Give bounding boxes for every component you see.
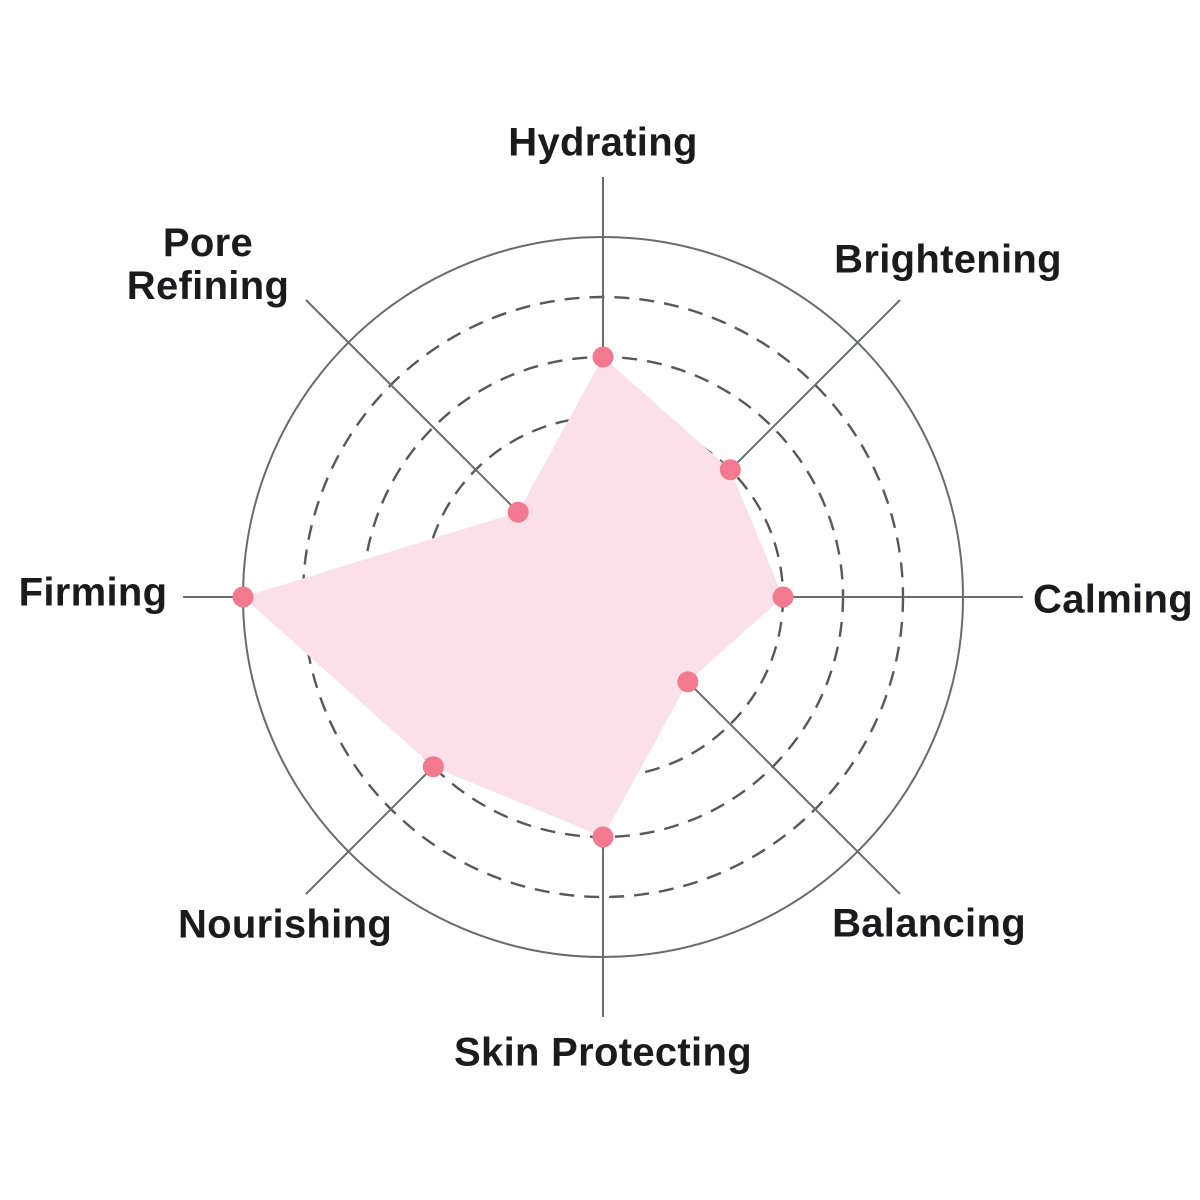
data-point-nourishing [422,756,444,778]
data-point-firming [232,586,254,608]
data-point-brightening [719,459,741,481]
axis-label-balancing: Balancing [832,901,1026,946]
data-point-calming [772,586,794,608]
data-point-hydrating [592,346,614,368]
axis-label-brightening: Brightening [834,237,1062,282]
axis-label-pore-refining: Pore Refining [126,220,290,308]
axis-label-calming: Calming [1033,577,1193,622]
data-polygon [243,357,783,837]
data-point-skin-protecting [592,826,614,848]
data-point-pore-refining [507,501,529,523]
axis-label-hydrating: Hydrating [508,120,698,165]
data-point-balancing [677,671,699,693]
axis-label-nourishing: Nourishing [177,902,393,947]
axis-label-firming: Firming [18,570,168,615]
axis-label-skin-protecting: Skin Protecting [454,1030,752,1075]
data-points [232,346,794,848]
data-polygon-shape [243,357,783,837]
